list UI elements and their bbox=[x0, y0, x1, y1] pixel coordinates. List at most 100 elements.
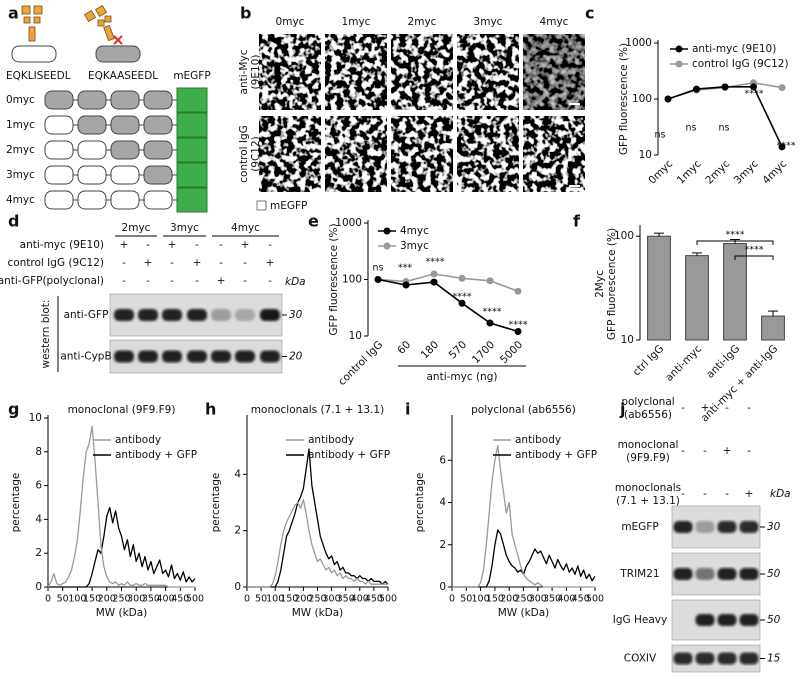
legend-label: antibody bbox=[115, 434, 161, 446]
myc-tag bbox=[143, 165, 173, 185]
y-tick-label: 8 bbox=[35, 446, 42, 458]
chart-title: monoclonal (9F9.F9) bbox=[68, 404, 176, 416]
sign: - bbox=[681, 445, 685, 457]
annotation: ns bbox=[655, 130, 666, 141]
blot-band bbox=[695, 568, 715, 580]
x-tick-label: anti-myc + anti-IgG bbox=[699, 343, 781, 425]
blot-label: IgG Heavy bbox=[613, 614, 667, 626]
y-axis-label: 2Myc bbox=[594, 270, 606, 298]
panel-label: i bbox=[405, 400, 410, 419]
myc-tag bbox=[110, 140, 140, 160]
annotation: ns bbox=[686, 123, 697, 134]
gfp-box bbox=[176, 137, 208, 163]
y-axis-label: GFP fluorescence (%) bbox=[618, 43, 630, 155]
y-tick-label: 2 bbox=[439, 539, 446, 551]
y-tick-label: 10 bbox=[639, 149, 652, 161]
x-tick-label: 200 bbox=[98, 594, 116, 605]
y-tick-label: 10 bbox=[621, 334, 634, 346]
sign: - bbox=[219, 239, 223, 251]
x-tick-label: 1700 bbox=[470, 339, 497, 366]
row-label: (9E10) bbox=[250, 55, 262, 90]
annotation: **** bbox=[726, 230, 745, 241]
sign: - bbox=[725, 488, 729, 500]
y-tick-label: 1000 bbox=[625, 37, 652, 49]
group-label: 3myc bbox=[170, 222, 199, 234]
micrograph bbox=[259, 116, 321, 192]
myc-tag bbox=[143, 140, 173, 160]
micrograph bbox=[457, 34, 519, 110]
x-tick-label: 0myc bbox=[646, 158, 675, 187]
blot-band bbox=[114, 309, 134, 321]
x-tick-label: 50 bbox=[57, 594, 69, 605]
myc-tag bbox=[44, 115, 74, 135]
y-tick-label: 4 bbox=[439, 497, 446, 509]
data-point bbox=[514, 287, 522, 295]
sign: + bbox=[193, 257, 202, 269]
treatment-label: (7.1 + 13.1) bbox=[616, 495, 680, 507]
legend-label: antibody bbox=[308, 434, 354, 446]
blot-band bbox=[260, 309, 280, 321]
x-tick-label: 450 bbox=[365, 594, 383, 605]
sign: - bbox=[122, 275, 126, 287]
marker-label: 15 bbox=[767, 653, 781, 665]
panel-label: e bbox=[308, 212, 319, 231]
sign: + bbox=[266, 257, 275, 269]
peptide-label: EQKLISEEDL bbox=[6, 70, 71, 82]
y-tick-label: 1000 bbox=[335, 217, 362, 229]
myc-tag bbox=[110, 115, 140, 135]
x-tick-label: 1myc bbox=[675, 158, 704, 187]
myc-tag bbox=[44, 190, 74, 210]
blot-band bbox=[673, 521, 693, 533]
x-tick-label: 500 bbox=[186, 594, 204, 605]
data-point bbox=[514, 328, 522, 336]
micrograph bbox=[391, 34, 453, 110]
sign: + bbox=[745, 488, 754, 500]
micrograph bbox=[259, 34, 321, 110]
legend-label: 4myc bbox=[400, 225, 429, 237]
x-tick-label: anti-myc bbox=[663, 343, 704, 384]
blot-label: COXIV bbox=[624, 653, 657, 665]
chart-title: polyclonal (ab6556) bbox=[471, 404, 576, 416]
blot-band bbox=[717, 568, 737, 580]
sign: - bbox=[146, 239, 150, 251]
legend-marker bbox=[383, 242, 391, 250]
sign: - bbox=[170, 275, 174, 287]
marker-label: 50 bbox=[767, 614, 781, 626]
sign: - bbox=[725, 402, 729, 414]
treatment-label: control IgG (9C12) bbox=[7, 257, 104, 269]
sign: + bbox=[168, 239, 177, 251]
error-bar bbox=[768, 310, 778, 317]
blot-label: TRIM21 bbox=[619, 568, 659, 580]
y-tick-label: 100 bbox=[614, 230, 634, 242]
x-tick-label: 500 bbox=[586, 594, 604, 605]
data-point bbox=[721, 83, 729, 91]
series-line bbox=[377, 278, 519, 333]
legend-label: antibody + GFP bbox=[515, 449, 597, 461]
legend-swatch bbox=[256, 200, 267, 211]
blot-band bbox=[162, 350, 182, 363]
x-tick-label: 150 bbox=[83, 594, 101, 605]
x-tick-label: 50 bbox=[255, 594, 267, 605]
panel-label: b bbox=[240, 4, 251, 23]
myc-tag bbox=[77, 165, 107, 185]
error-bar bbox=[692, 252, 702, 256]
myc-tag bbox=[44, 165, 74, 185]
x-tick-label: 250 bbox=[514, 594, 532, 605]
x-tick-label: 2myc bbox=[703, 158, 732, 187]
sign: - bbox=[747, 445, 751, 457]
x-tick-label: 350 bbox=[142, 594, 160, 605]
data-point bbox=[486, 277, 494, 285]
sign: - bbox=[243, 275, 247, 287]
x-tick-label: 300 bbox=[323, 594, 341, 605]
series-line bbox=[667, 86, 783, 148]
data-point bbox=[693, 85, 700, 93]
gfp-box bbox=[176, 187, 208, 213]
annotation: **** bbox=[745, 89, 764, 100]
x-axis-label: MW (kDa) bbox=[292, 607, 344, 619]
sign: - bbox=[747, 402, 751, 414]
x-tick-label: 250 bbox=[112, 594, 130, 605]
x-tick-label: 450 bbox=[572, 594, 590, 605]
annotation: **** bbox=[745, 245, 764, 256]
sign: - bbox=[195, 275, 199, 287]
y-tick-label: 2 bbox=[234, 525, 241, 537]
